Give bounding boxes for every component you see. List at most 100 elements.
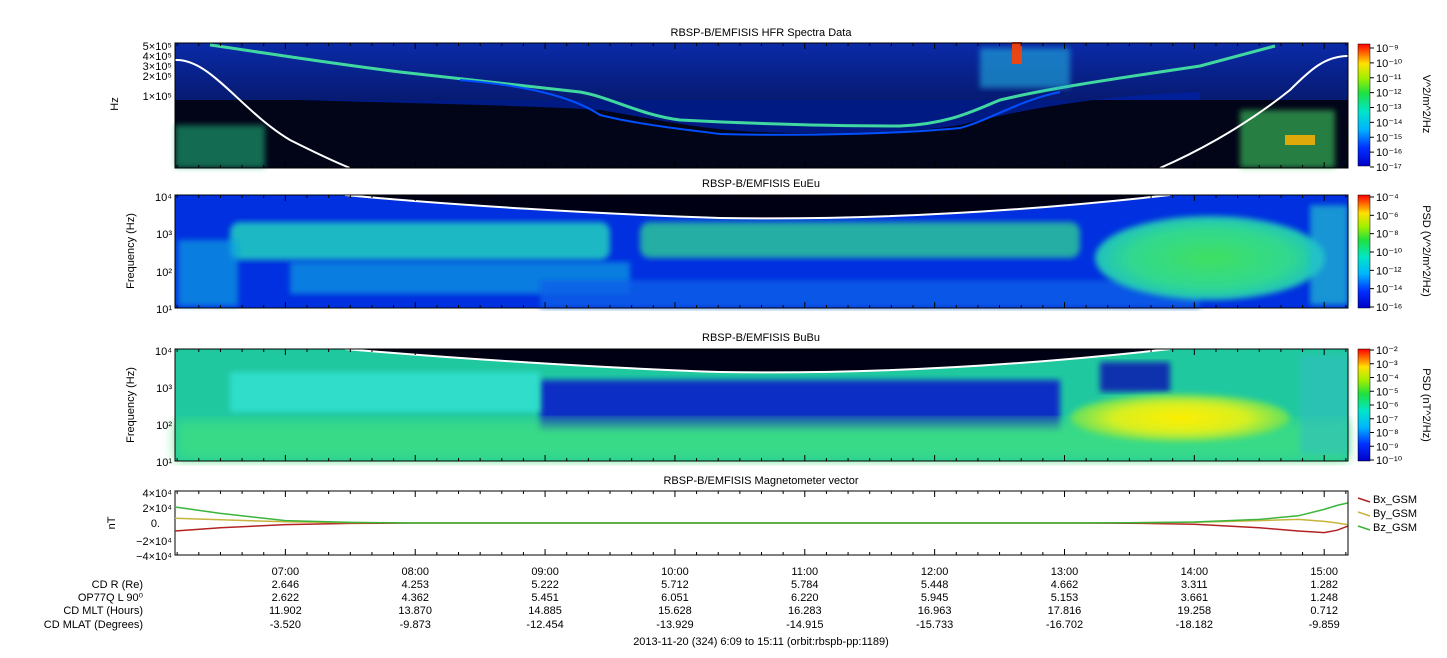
hfr-ytick: 5×10⁵ bbox=[143, 41, 172, 53]
eueu-right-noise bbox=[1310, 205, 1348, 305]
ephem-value: 5.945 bbox=[921, 592, 949, 604]
eueu-chorus-blob bbox=[1095, 216, 1325, 300]
mag-ytick: 2×10⁴ bbox=[142, 503, 172, 515]
ephem-value: -15.733 bbox=[916, 619, 953, 631]
colorbar-tick-label: 10⁻⁶ bbox=[1376, 210, 1399, 222]
ephem-value: 3.311 bbox=[1181, 579, 1208, 591]
ephem-value: 11.902 bbox=[269, 605, 302, 617]
ephem-value: 16.283 bbox=[788, 605, 822, 617]
mag-yticks: 4×10⁴ 2×10⁴ 0. −2×10⁴ −4×10⁴ bbox=[136, 488, 172, 563]
eueu-features bbox=[178, 195, 1348, 308]
ephem-value: 13.870 bbox=[398, 605, 432, 617]
bubu-right-noise bbox=[1300, 355, 1348, 455]
legend-swatch bbox=[1357, 525, 1371, 531]
eueu-colorbar-label: PSD (V^2/m^2/Hz) bbox=[1420, 205, 1432, 297]
hfr-gyro-curve bbox=[174, 55, 1349, 169]
eueu-ytick: 10² bbox=[156, 267, 172, 279]
bubu-gyro-curve bbox=[344, 348, 1171, 374]
eueu-colorbar bbox=[1357, 194, 1371, 309]
ephem-value: 2.646 bbox=[272, 579, 300, 591]
mag-ylabel: nT bbox=[106, 516, 118, 529]
hfr-features bbox=[175, 42, 1348, 168]
ephem-label-mlat: CD MLAT (Degrees) bbox=[44, 619, 143, 631]
colorbar-tick-label: 10⁻¹⁰ bbox=[1376, 247, 1403, 259]
colorbar-tick-label: 10⁻¹¹ bbox=[1376, 73, 1402, 85]
ephem-value: 15.628 bbox=[658, 605, 692, 617]
colorbar-tick-label: 10⁻¹⁴ bbox=[1376, 284, 1403, 296]
hfr-colorbar-label: V^2/m^2/Hz bbox=[1420, 75, 1432, 134]
ephem-value: -14.915 bbox=[786, 619, 823, 631]
bubu-ytick: 10³ bbox=[156, 383, 172, 395]
bubu-colorbar-label: PSD (nT^2/Hz) bbox=[1420, 368, 1432, 442]
mag-ytick: −2×10⁴ bbox=[136, 536, 172, 548]
hfr-right-hot bbox=[1285, 135, 1315, 145]
ephem-value: 5.222 bbox=[531, 579, 559, 591]
ephem-value: 0.712 bbox=[1310, 605, 1338, 617]
colorbar-tick-label: 10⁻⁹ bbox=[1376, 441, 1399, 453]
colorbar-tick-label: 10⁻¹² bbox=[1376, 265, 1402, 277]
ephem-label-mlt: CD MLT (Hours) bbox=[63, 605, 143, 617]
ephemeris-table: CD R (Re) OP77Q L 90⁰ CD MLT (Hours) CD … bbox=[44, 566, 1340, 631]
eueu-upper-band bbox=[230, 222, 610, 260]
ephem-value: 4.662 bbox=[1051, 579, 1079, 591]
eueu-ytick: 10³ bbox=[156, 229, 172, 241]
eueu-title: RBSP-B/EMFISIS EuEu bbox=[702, 178, 820, 190]
hfr-ytick: 4×10⁵ bbox=[143, 51, 172, 63]
hfr-left-noise bbox=[175, 125, 265, 168]
eueu-ytick: 10¹ bbox=[156, 304, 172, 316]
eueu-panel: RBSP-B/EMFISIS EuEu 10⁴ 10³ 10² 10¹ Freq… bbox=[125, 178, 1432, 316]
hfr-ytick: 3×10⁵ bbox=[143, 61, 172, 73]
bubu-upper-band bbox=[230, 372, 540, 412]
bubu-ytick: 10⁴ bbox=[155, 346, 172, 358]
eueu-yticks: 10⁴ 10³ 10² 10¹ bbox=[155, 192, 172, 316]
bubu-features bbox=[175, 349, 1348, 461]
bubu-ytick: 10¹ bbox=[156, 457, 172, 469]
legend-swatch bbox=[1357, 511, 1371, 517]
ephem-value: 16.963 bbox=[918, 605, 952, 617]
ephem-value: 5.448 bbox=[921, 579, 949, 591]
bubu-panel: RBSP-B/EMFISIS BuBu 10⁴ 10³ 10² 10¹ Freq… bbox=[125, 332, 1432, 469]
ephem-value: 1.248 bbox=[1310, 592, 1338, 604]
time-tick-label: 15:00 bbox=[1310, 566, 1338, 578]
bubu-ytick: 10² bbox=[156, 420, 172, 432]
ephem-label-l: OP77Q L 90⁰ bbox=[78, 592, 144, 604]
time-tick-label: 08:00 bbox=[401, 566, 429, 578]
time-tick-label: 07:00 bbox=[272, 566, 300, 578]
ephem-value: -9.859 bbox=[1309, 619, 1340, 631]
ephem-value: -12.454 bbox=[526, 619, 563, 631]
colorbar-tick-label: 10⁻² bbox=[1376, 345, 1398, 357]
ephem-value: 5.784 bbox=[791, 579, 819, 591]
mag-ytick: −4×10⁴ bbox=[136, 551, 172, 563]
bubu-colorbar-ticks: 10⁻² 10⁻³ 10⁻⁴10⁻⁵ 10⁻⁶ 10⁻⁷ 10⁻⁸10⁻⁹ 10⁻¹⁰ bbox=[1370, 345, 1403, 467]
hfr-ylabel: Hz bbox=[109, 97, 121, 110]
eueu-left-noise bbox=[178, 240, 238, 306]
ephem-value: -13.929 bbox=[656, 619, 693, 631]
bubu-yticks: 10⁴ 10³ 10² 10¹ bbox=[155, 346, 172, 469]
hfr-yticks: 5×10⁵ 4×10⁵ 3×10⁵ 2×10⁵ 1×10⁵ bbox=[143, 41, 172, 103]
eueu-ytick: 10⁴ bbox=[155, 192, 172, 204]
ephem-value: -3.520 bbox=[270, 619, 301, 631]
hfr-panel: RBSP-B/EMFISIS HFR Spectra Data 5×10⁵ 4×… bbox=[109, 27, 1432, 174]
time-tick-label: 11:00 bbox=[791, 566, 818, 578]
colorbar-tick-label: 10⁻¹⁰ bbox=[1376, 58, 1403, 70]
time-tick-label: 13:00 bbox=[1051, 566, 1079, 578]
ephem-label-r: CD R (Re) bbox=[92, 579, 143, 591]
bubu-dark-streak bbox=[1100, 362, 1170, 392]
colorbar-tick-label: 10⁻¹⁴ bbox=[1376, 117, 1403, 129]
bubu-colorbar bbox=[1357, 348, 1371, 462]
eueu-mid-band bbox=[640, 222, 1080, 258]
ephem-value: -16.702 bbox=[1046, 619, 1083, 631]
colorbar-tick-label: 10⁻⁹ bbox=[1376, 43, 1399, 55]
eueu-ylabel: Frequency (Hz) bbox=[125, 213, 137, 289]
time-axis-ticks bbox=[176, 43, 1347, 555]
time-tick-label: 10:00 bbox=[661, 566, 689, 578]
time-tick-label: 14:00 bbox=[1181, 566, 1209, 578]
hfr-colorbar-ticks: 10⁻⁹ 10⁻¹⁰ 10⁻¹¹ 10⁻¹² 10⁻¹³ 10⁻¹⁴ 10⁻¹⁵ 10⁻¹⁶ 1… bbox=[1370, 43, 1403, 174]
colorbar-tick-label: 10⁻¹⁰ bbox=[1376, 455, 1403, 467]
mag-title: RBSP-B/EMFISIS Magnetometer vector bbox=[663, 475, 858, 487]
legend-label: Bz_GSM bbox=[1373, 522, 1417, 534]
legend-label: By_GSM bbox=[1373, 508, 1417, 520]
hfr-ytick: 1×10⁵ bbox=[143, 91, 172, 103]
bubu-title: RBSP-B/EMFISIS BuBu bbox=[702, 332, 820, 344]
